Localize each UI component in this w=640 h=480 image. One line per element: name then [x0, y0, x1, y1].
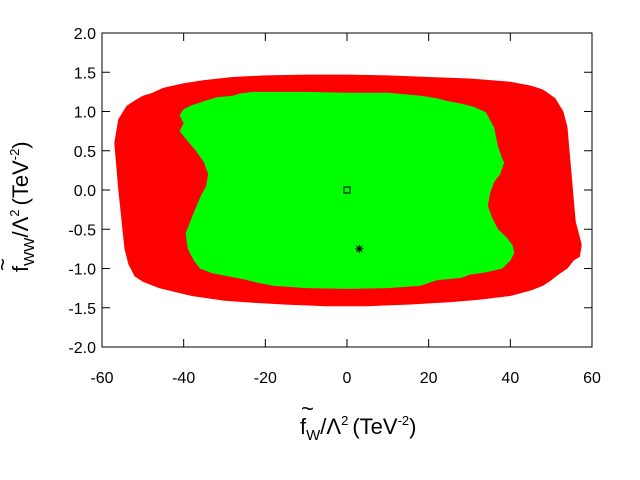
x-axis-label-base: f: [300, 414, 307, 439]
y-axis-label: fWW/Λ2 (TeV-2): [7, 141, 38, 272]
x-tick-label: 40: [501, 370, 519, 387]
y-tick-label: 0.0: [74, 183, 96, 200]
square-marker: [343, 186, 351, 194]
y-tick-label: -0.5: [68, 222, 96, 239]
y-tick-label: 1.5: [74, 65, 96, 82]
y-axis-label-sup1: 2: [7, 210, 22, 217]
star-marker: [355, 244, 364, 253]
x-tick-label: -40: [172, 370, 195, 387]
markers: [343, 186, 364, 253]
y-axis-label-sup2: -2: [7, 149, 22, 161]
x-axis-label-unit: (TeV: [352, 414, 398, 439]
x-axis-label-tilde: ~: [301, 396, 314, 421]
y-axis-label-sub: WW: [21, 237, 38, 266]
y-axis-label-close: ): [8, 141, 33, 148]
x-axis-label-mid: /Λ: [320, 414, 341, 439]
y-tick-label: 0.5: [74, 144, 96, 161]
y-axis-label-base: f: [8, 265, 33, 272]
x-tick-label: 0: [343, 370, 352, 387]
x-axis-label-sup1: 2: [341, 413, 348, 428]
x-tick-label: -20: [254, 370, 277, 387]
y-tick-label: -1.0: [68, 262, 96, 279]
x-tick-label: 60: [583, 370, 601, 387]
y-tick-label: -2.0: [68, 340, 96, 357]
y-axis-label-tilde: ~: [0, 258, 15, 271]
y-axis-label-unit: (TeV: [8, 160, 33, 206]
x-axis-label: fW/Λ2 (TeV-2): [300, 413, 416, 444]
y-axis-label-group: fWW/Λ2 (TeV-2) ~: [0, 141, 38, 272]
y-tick-label: 2.0: [74, 26, 96, 43]
x-axis-label-sub: W: [306, 427, 321, 444]
y-tick-labels: 2.0 1.5 1.0 0.5 0.0 -0.5 -1.0 -1.5 -2.0: [68, 26, 96, 357]
x-tick-label: 20: [420, 370, 438, 387]
axis-ticks: [101, 32, 593, 348]
x-tick-label: -60: [90, 370, 113, 387]
inner-region-green: [179, 91, 515, 289]
x-axis-label-sup2: -2: [398, 413, 410, 428]
y-tick-label: 1.0: [74, 105, 96, 122]
x-axis-label-close: ): [409, 414, 416, 439]
y-tick-label: -1.5: [68, 301, 96, 318]
confidence-regions: [114, 74, 582, 307]
x-tick-labels: -60 -40 -20 0 20 40 60: [90, 370, 601, 387]
y-axis-label-mid: /Λ: [8, 216, 33, 237]
